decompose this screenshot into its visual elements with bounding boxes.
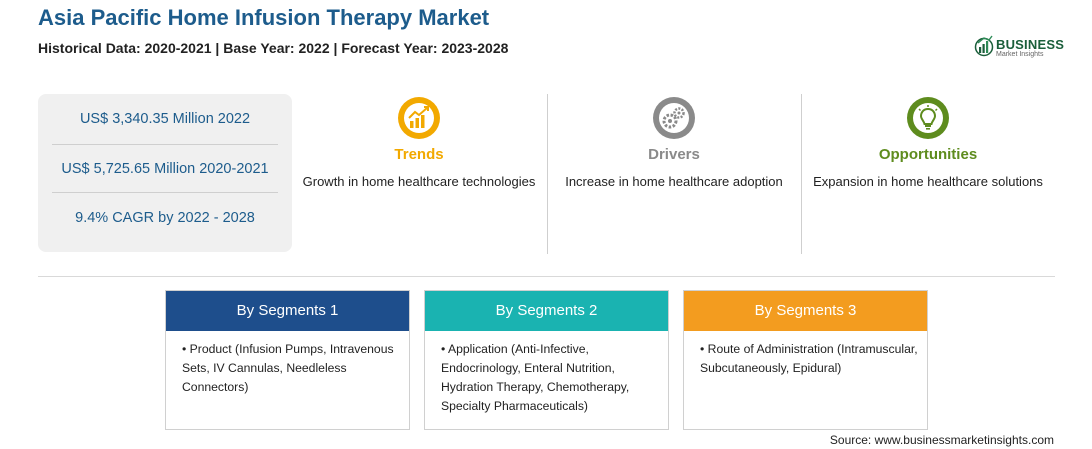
column-divider: [801, 94, 802, 254]
section-divider: [38, 276, 1055, 277]
page-subtitle: Historical Data: 2020-2021 | Base Year: …: [38, 40, 509, 56]
segment-2-body: • Application (Anti-Infective, Endocrino…: [441, 342, 630, 413]
logo-brand: BUSINESS: [996, 37, 1065, 52]
drivers-column: Drivers Increase in home healthcare adop…: [547, 96, 801, 192]
segment-3-text: Route of Administration (Intramuscular, …: [700, 342, 918, 375]
segment-1-text: Product (Infusion Pumps, Intravenous Set…: [182, 342, 394, 394]
segment-3-body: • Route of Administration (Intramuscular…: [700, 342, 918, 375]
stat-divider: [52, 192, 278, 193]
gears-icon: [652, 96, 696, 140]
logo-tagline: Market Insights: [996, 51, 1044, 58]
segment-1-header: By Segments 1: [166, 291, 409, 331]
trends-column: Trends Growth in home healthcare technol…: [292, 96, 546, 192]
stat-cagr: 9.4% CAGR by 2022 - 2028: [75, 210, 255, 226]
segment-2-text: Application (Anti-Infective, Endocrinolo…: [441, 342, 630, 413]
source-credit: Source: www.businessmarketinsights.com: [829, 433, 1054, 447]
column-divider: [547, 94, 548, 254]
stat-divider: [52, 144, 278, 145]
market-stats-panel: US$ 3,340.35 Million 2022 US$ 5,725.65 M…: [38, 94, 292, 252]
segment-2-header: By Segments 2: [425, 291, 668, 331]
logo-mark-icon: [974, 35, 994, 57]
stat-market-size-historical: US$ 5,725.65 Million 2020-2021: [61, 161, 269, 177]
drivers-heading: Drivers: [648, 146, 700, 163]
drivers-description: Increase in home healthcare adoption: [565, 174, 783, 189]
opportunities-heading: Opportunities: [878, 146, 978, 163]
trends-heading: Trends: [394, 146, 444, 163]
segment-card-1: By Segments 1 • Product (Infusion Pumps,…: [165, 290, 410, 430]
segment-3-header: By Segments 3: [684, 291, 927, 331]
opportunities-column: Opportunities Expansion in home healthca…: [801, 96, 1055, 192]
chart-growth-icon: [397, 96, 441, 140]
stat-market-size-2022: US$ 3,340.35 Million 2022: [79, 111, 251, 127]
lightbulb-icon: [906, 96, 950, 140]
page-title: Asia Pacific Home Infusion Therapy Marke…: [38, 5, 490, 30]
opportunities-description: Expansion in home healthcare solutions: [813, 174, 1043, 189]
segment-card-3: By Segments 3 • Route of Administration …: [683, 290, 928, 430]
trends-description: Growth in home healthcare technologies: [302, 174, 536, 189]
segment-1-body: • Product (Infusion Pumps, Intravenous S…: [182, 342, 394, 394]
segment-card-2: By Segments 2 • Application (Anti-Infect…: [424, 290, 669, 430]
company-logo: BUSINESS Market Insights: [974, 34, 1064, 62]
